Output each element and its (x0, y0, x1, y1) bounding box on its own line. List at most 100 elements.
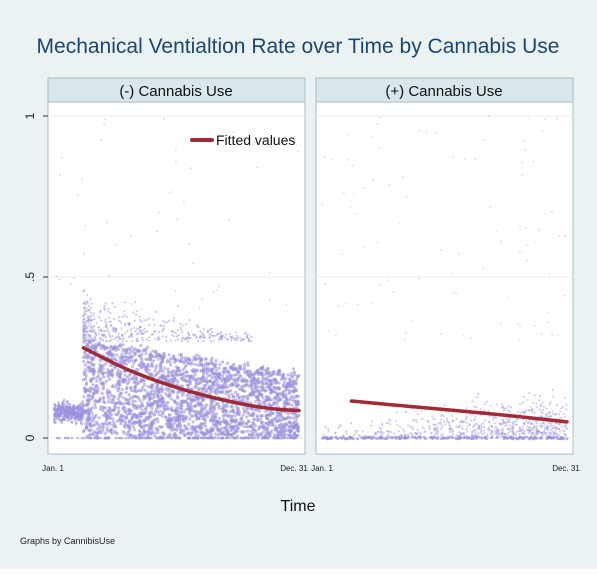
graph-note: Graphs by CannibisUse (20, 536, 115, 546)
scatter-point (97, 326, 100, 329)
scatter-point (128, 433, 132, 437)
scatter-point (131, 404, 135, 408)
scatter-point (415, 432, 418, 435)
scatter-point (563, 294, 566, 297)
scatter-point (214, 372, 219, 376)
scatter-point (187, 337, 190, 340)
scatter-point (80, 420, 83, 424)
scatter-point (277, 369, 281, 373)
scatter-point (140, 401, 144, 405)
scatter-point (506, 296, 509, 299)
scatter-point (512, 433, 516, 436)
scatter-point (446, 419, 449, 423)
scatter-point (490, 436, 494, 440)
scatter-point (150, 361, 154, 366)
scatter-point (94, 436, 97, 440)
scatter-point (243, 332, 246, 335)
scatter-point (202, 422, 206, 426)
scatter-point (288, 428, 292, 432)
scatter-point (550, 415, 553, 418)
scatter-point (458, 434, 461, 437)
scatter-point (523, 422, 526, 425)
scatter-point (467, 436, 471, 440)
scatter-point (457, 435, 460, 438)
scatter-point (286, 373, 290, 377)
scatter-point (233, 377, 237, 381)
scatter-point (99, 405, 103, 409)
scatter-point (226, 338, 229, 341)
scatter-point (205, 436, 208, 440)
scatter-point (83, 390, 87, 394)
scatter-point (247, 425, 251, 429)
scatter-point (141, 409, 145, 413)
scatter-point (553, 431, 556, 434)
scatter-point (532, 429, 535, 432)
scatter-point (211, 331, 214, 334)
scatter-point (82, 360, 86, 364)
scatter-point (358, 434, 361, 437)
scatter-point (117, 409, 121, 413)
scatter-point (132, 348, 136, 352)
scatter-point (220, 374, 224, 378)
scatter-point (194, 382, 198, 386)
scatter-point (119, 391, 124, 395)
scatter-point (171, 333, 174, 337)
scatter-point (167, 353, 171, 357)
scatter-point (414, 431, 417, 434)
scatter-point (225, 374, 229, 378)
scatter-point (565, 437, 569, 441)
scatter-point (553, 432, 556, 435)
scatter-point (501, 418, 504, 421)
scatter-point (212, 291, 215, 294)
scatter-point (91, 383, 95, 387)
scatter-point (131, 399, 135, 403)
scatter-point (560, 416, 563, 419)
scatter-point (468, 423, 471, 426)
scatter-point (214, 359, 218, 363)
scatter-point (214, 403, 218, 407)
scatter-point (530, 431, 534, 434)
scatter-point (506, 418, 509, 422)
scatter-point (550, 333, 553, 336)
scatter-point (80, 422, 84, 426)
scatter-point (135, 414, 139, 418)
scatter-point (416, 432, 419, 436)
scatter-point (137, 433, 141, 437)
scatter-point (176, 305, 179, 308)
scatter-point (265, 385, 269, 389)
scatter-point (202, 339, 205, 343)
scatter-point (276, 431, 280, 436)
scatter-point (535, 424, 538, 428)
scatter-point (416, 428, 419, 431)
scatter-point (266, 427, 270, 431)
scatter-point (129, 385, 133, 389)
scatter-point (473, 434, 477, 437)
scatter-point (500, 403, 503, 406)
scatter-point (235, 334, 238, 337)
scatter-point (177, 427, 182, 431)
scatter-point (551, 412, 555, 415)
scatter-point (112, 338, 116, 341)
scatter-point (169, 406, 174, 410)
scatter-points (321, 115, 569, 441)
scatter-point (214, 432, 218, 436)
scatter-point (381, 436, 385, 440)
scatter-point (564, 433, 567, 436)
scatter-point (199, 424, 203, 428)
scatter-point (186, 340, 190, 343)
scatter-point (98, 398, 102, 402)
scatter-point (125, 348, 129, 352)
scatter-point (500, 423, 503, 426)
scatter-point (292, 421, 296, 425)
scatter-point (522, 418, 525, 421)
scatter-point (217, 376, 222, 380)
scatter-point (88, 304, 91, 307)
scatter-point (196, 363, 200, 367)
scatter-point (511, 436, 514, 439)
scatter-point (139, 318, 142, 322)
scatter-point (378, 146, 381, 149)
scatter-point (94, 332, 97, 335)
scatter-point (230, 405, 234, 409)
scatter-point (193, 413, 198, 417)
scatter-point (193, 362, 197, 366)
